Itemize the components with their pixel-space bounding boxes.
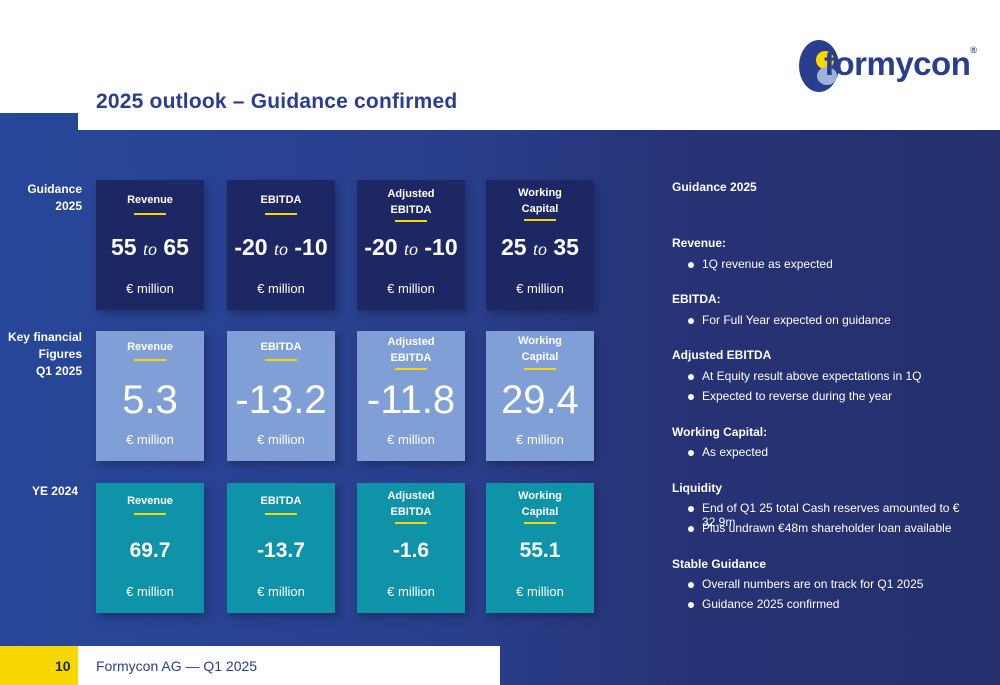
- q1-revenue-card: Revenue 5.3 € million: [96, 331, 204, 461]
- footer-bar: [78, 646, 500, 685]
- card-label: EBITDA: [260, 194, 302, 206]
- bullet-item: Plus undrawn €48m shareholder loan avail…: [688, 521, 952, 535]
- card-value: -13.2: [235, 378, 327, 422]
- bullet-item: End of Q1 25 total Cash reserves amounte…: [688, 501, 992, 529]
- card-unit: € million: [387, 432, 435, 447]
- guidance-working-capital-card: Working Capital 25 to 35 € million: [486, 180, 594, 310]
- row-label-q1: Key financial Figures Q1 2025: [7, 330, 82, 378]
- card-unit: € million: [126, 281, 174, 296]
- row-label-ye: YE 2024: [31, 484, 78, 498]
- card-value: 5.3: [122, 378, 178, 422]
- card-unit: € million: [126, 584, 174, 599]
- card-label: Adjusted EBITDA: [387, 336, 435, 364]
- bullet-item: For Full Year expected on guidance: [688, 313, 891, 327]
- card-accent-line: [134, 359, 166, 361]
- ye-revenue-card: Revenue 69.7 € million: [96, 483, 204, 613]
- section-heading-adjusted-ebitda: Adjusted EBITDA: [672, 348, 772, 362]
- card-label: Working Capital: [518, 490, 562, 518]
- logo-mark-icon: [799, 40, 839, 92]
- card-accent-line: [395, 220, 427, 222]
- q1-ebitda-card: EBITDA -13.2 € million: [227, 331, 335, 461]
- panel-title: Guidance 2025: [672, 180, 757, 194]
- footer-page-number-box: [0, 646, 78, 685]
- ye-adjusted-ebitda-card: Adjusted EBITDA -1.6 € million: [357, 483, 465, 613]
- card-accent-line: [395, 368, 427, 370]
- title-band: [78, 113, 1000, 130]
- section-heading-working-capital: Working Capital:: [672, 425, 768, 439]
- card-label: Revenue: [127, 194, 173, 206]
- page-number: 10: [55, 658, 71, 674]
- card-value: 69.7: [129, 539, 171, 562]
- footer-text: Formycon AG — Q1 2025: [96, 658, 258, 674]
- page-title: 2025 outlook – Guidance confirmed: [96, 90, 458, 113]
- card-unit: € million: [516, 281, 564, 296]
- q1-adjusted-ebitda-card: Adjusted EBITDA -11.8 € million: [357, 331, 465, 461]
- card-accent-line: [395, 522, 427, 524]
- card-unit: € million: [257, 584, 305, 599]
- card-value: -13.7: [257, 539, 305, 562]
- card-value: -20 to -10: [234, 234, 328, 260]
- card-label: EBITDA: [260, 341, 302, 353]
- section-heading-liquidity: Liquidity: [672, 481, 722, 495]
- card-accent-line: [524, 522, 556, 524]
- guidance-adjusted-ebitda-card: Adjusted EBITDA -20 to -10 € million: [357, 180, 465, 310]
- q1-working-capital-card: Working Capital 29.4 € million: [486, 331, 594, 461]
- card-unit: € million: [516, 584, 564, 599]
- row-label-guidance: Guidance 2025: [27, 182, 82, 213]
- card-label: Working Capital: [518, 187, 562, 215]
- card-value: 55 to 65: [111, 234, 189, 260]
- card-unit: € million: [387, 584, 435, 599]
- card-label: Adjusted EBITDA: [387, 490, 435, 518]
- card-unit: € million: [126, 432, 174, 447]
- bullet-item: Overall numbers are on track for Q1 2025: [687, 577, 924, 591]
- bullet-item: Expected to reverse during the year: [687, 389, 893, 403]
- card-value: 25 to 35: [501, 234, 579, 260]
- bullet-item: 1Q revenue as expected: [688, 257, 833, 271]
- card-label: Revenue: [127, 341, 173, 353]
- card-value: 55.1: [519, 539, 561, 562]
- bullet-item: Guidance 2025 confirmed: [687, 597, 840, 611]
- guidance-ebitda-card: EBITDA -20 to -10 € million: [227, 180, 335, 310]
- card-value: -1.6: [392, 539, 430, 562]
- card-label: Revenue: [127, 495, 173, 507]
- ye-ebitda-card: EBITDA -13.7 € million: [227, 483, 335, 613]
- card-accent-line: [524, 368, 556, 370]
- card-unit: € million: [257, 432, 305, 447]
- card-accent-line: [134, 513, 166, 515]
- card-value: 29.4: [501, 378, 579, 422]
- card-label: Working Capital: [518, 335, 562, 363]
- card-accent-line: [134, 213, 166, 215]
- card-unit: € million: [516, 432, 564, 447]
- card-label: Adjusted EBITDA: [387, 188, 435, 216]
- card-unit: € million: [257, 281, 305, 296]
- card-accent-line: [265, 213, 297, 215]
- guidance-revenue-card: Revenue 55 to 65 € million: [96, 180, 204, 310]
- card-unit: € million: [387, 281, 435, 296]
- card-accent-line: [524, 219, 556, 221]
- logo-text: formycon®: [824, 45, 977, 82]
- card-accent-line: [265, 513, 297, 515]
- ye-working-capital-card: Working Capital 55.1 € million: [486, 483, 594, 613]
- card-value: -11.8: [366, 378, 456, 422]
- formycon-logo: formycon®: [797, 38, 977, 94]
- bullet-item: As expected: [687, 445, 769, 459]
- card-label: EBITDA: [260, 495, 302, 507]
- section-heading-revenue: Revenue:: [672, 236, 727, 250]
- section-heading-ebitda: EBITDA:: [672, 292, 721, 306]
- section-heading-stable-guidance: Stable Guidance: [672, 557, 767, 571]
- card-value: -20 to -10: [364, 234, 458, 260]
- bullet-item: At Equity result above expectations in 1…: [687, 369, 922, 383]
- card-accent-line: [265, 359, 297, 361]
